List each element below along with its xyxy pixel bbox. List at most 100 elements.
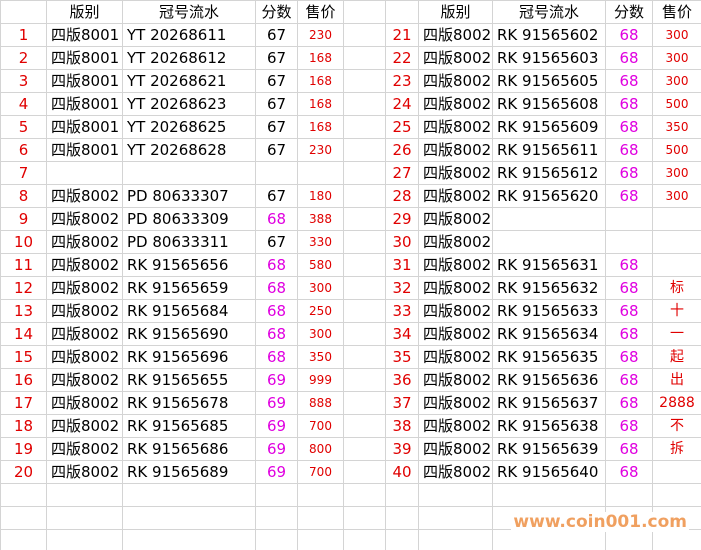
data-row: 16 四版8002 RK 91565655 69 999 36 四版8002 RK 91565… bbox=[0, 368, 701, 392]
header-cell: 售价 bbox=[652, 0, 701, 24]
price: 300 bbox=[297, 276, 344, 300]
price: 700 bbox=[297, 414, 344, 438]
spacer-cell bbox=[343, 161, 386, 185]
edition: 四版8001 bbox=[46, 115, 123, 139]
score: 69 bbox=[255, 368, 298, 392]
row-number: 21 bbox=[385, 23, 419, 47]
header-cell: 分数 bbox=[255, 0, 298, 24]
spacer-cell bbox=[343, 46, 386, 70]
empty-cell bbox=[255, 529, 298, 550]
watermark: www.coin001.com bbox=[511, 512, 689, 532]
score: 68 bbox=[255, 207, 298, 231]
data-row: 12 四版8002 RK 91565659 68 300 32 四版8002 RK 91565… bbox=[0, 276, 701, 300]
score: 68 bbox=[605, 253, 653, 277]
row-number: 36 bbox=[385, 368, 419, 392]
spacer-cell bbox=[343, 299, 386, 323]
serial-number: PD 80633311 bbox=[122, 230, 256, 254]
data-row: 18 四版8002 RK 91565685 69 700 38 四版8002 RK 91565… bbox=[0, 414, 701, 438]
data-row: 17 四版8002 RK 91565678 69 888 37 四版8002 RK 91565… bbox=[0, 391, 701, 415]
serial-number: RK 91565639 bbox=[492, 437, 606, 461]
price: 330 bbox=[297, 230, 344, 254]
empty-cell bbox=[122, 529, 256, 550]
row-number: 18 bbox=[0, 414, 47, 438]
serial-number bbox=[492, 230, 606, 254]
data-row: 13 四版8002 RK 91565684 68 250 33 四版8002 RK 91565… bbox=[0, 299, 701, 323]
empty-cell bbox=[418, 529, 493, 550]
price: 999 bbox=[297, 368, 344, 392]
serial-number bbox=[122, 161, 256, 185]
edition: 四版8001 bbox=[46, 138, 123, 162]
score: 68 bbox=[605, 161, 653, 185]
row-number: 1 bbox=[0, 23, 47, 47]
edition: 四版8001 bbox=[46, 23, 123, 47]
edition: 四版8002 bbox=[418, 368, 493, 392]
serial-number: RK 91565605 bbox=[492, 69, 606, 93]
score: 67 bbox=[255, 138, 298, 162]
edition: 四版8002 bbox=[418, 69, 493, 93]
serial-number: RK 91565678 bbox=[122, 391, 256, 415]
score: 68 bbox=[605, 23, 653, 47]
empty-cell bbox=[343, 483, 386, 507]
row-number: 10 bbox=[0, 230, 47, 254]
score bbox=[605, 207, 653, 231]
row-number: 19 bbox=[0, 437, 47, 461]
score: 67 bbox=[255, 92, 298, 116]
serial-number: RK 91565640 bbox=[492, 460, 606, 484]
spacer-cell bbox=[343, 368, 386, 392]
spacer-cell bbox=[343, 414, 386, 438]
edition: 四版8002 bbox=[418, 391, 493, 415]
row-number: 38 bbox=[385, 414, 419, 438]
row-number: 22 bbox=[385, 46, 419, 70]
price: 300 bbox=[652, 69, 701, 93]
data-row: 20 四版8002 RK 91565689 69 700 40 四版8002 RK 91565… bbox=[0, 460, 701, 484]
empty-cell bbox=[343, 506, 386, 530]
empty-cell bbox=[418, 483, 493, 507]
empty-row bbox=[0, 483, 701, 507]
edition: 四版8001 bbox=[46, 46, 123, 70]
score: 68 bbox=[605, 184, 653, 208]
row-number: 31 bbox=[385, 253, 419, 277]
edition: 四版8002 bbox=[418, 23, 493, 47]
spacer-cell bbox=[343, 184, 386, 208]
spacer-cell bbox=[343, 230, 386, 254]
score: 68 bbox=[255, 253, 298, 277]
serial-number: RK 91565659 bbox=[122, 276, 256, 300]
row-number: 37 bbox=[385, 391, 419, 415]
score: 68 bbox=[605, 460, 653, 484]
score: 69 bbox=[255, 391, 298, 415]
score: 68 bbox=[605, 299, 653, 323]
row-number: 35 bbox=[385, 345, 419, 369]
price: 250 bbox=[297, 299, 344, 323]
price: 700 bbox=[297, 460, 344, 484]
edition: 四版8002 bbox=[418, 437, 493, 461]
price: 300 bbox=[652, 46, 701, 70]
empty-cell bbox=[605, 529, 653, 550]
header-row: 版别 冠号流水 分数 售价 版别 冠号流水 分数 售价 bbox=[0, 0, 701, 24]
price: 出 bbox=[652, 368, 701, 392]
price: 300 bbox=[652, 161, 701, 185]
price: 888 bbox=[297, 391, 344, 415]
serial-number: RK 91565609 bbox=[492, 115, 606, 139]
score: 69 bbox=[255, 414, 298, 438]
empty-cell bbox=[492, 483, 606, 507]
row-number: 23 bbox=[385, 69, 419, 93]
serial-number: YT 20268612 bbox=[122, 46, 256, 70]
data-row: 14 四版8002 RK 91565690 68 300 34 四版8002 RK 91565… bbox=[0, 322, 701, 346]
edition: 四版8002 bbox=[46, 299, 123, 323]
header-cell: 售价 bbox=[297, 0, 344, 24]
serial-number: YT 20268628 bbox=[122, 138, 256, 162]
serial-number: RK 91565696 bbox=[122, 345, 256, 369]
data-row: 11 四版8002 RK 91565656 68 580 31 四版8002 RK 91565… bbox=[0, 253, 701, 277]
serial-number: RK 91565689 bbox=[122, 460, 256, 484]
price: 580 bbox=[297, 253, 344, 277]
edition: 四版8002 bbox=[46, 414, 123, 438]
empty-cell bbox=[122, 483, 256, 507]
serial-number: RK 91565631 bbox=[492, 253, 606, 277]
row-number: 5 bbox=[0, 115, 47, 139]
empty-cell bbox=[297, 529, 344, 550]
header-cell: 版别 bbox=[46, 0, 123, 24]
serial-number: RK 91565633 bbox=[492, 299, 606, 323]
empty-cell bbox=[46, 506, 123, 530]
row-number: 32 bbox=[385, 276, 419, 300]
